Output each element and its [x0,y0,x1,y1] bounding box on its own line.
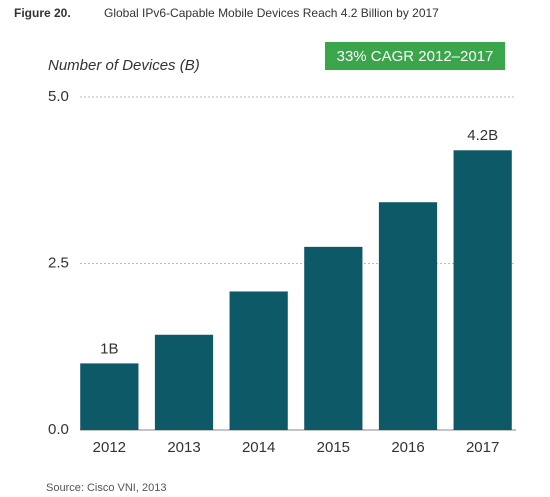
value-label: 4.2B [467,127,498,144]
x-tick-label: 2014 [242,439,275,456]
x-tick-label: 2013 [167,439,200,456]
figure-label: Figure 20. [14,6,71,20]
chart-title: Global IPv6-Capable Mobile Devices Reach… [104,6,439,20]
bar [229,291,288,430]
y-axis-label: Number of Devices (B) [48,57,200,74]
x-tick-label: 2016 [391,439,424,456]
x-tick-label: 2012 [93,439,126,456]
x-tick-label: 2017 [466,439,499,456]
annotation: 33% CAGR 2012–2017 [337,48,494,65]
y-tick-label: 5.0 [48,88,69,105]
x-tick-label: 2015 [317,439,350,456]
bar [154,334,214,430]
bar [453,150,512,430]
bar [80,363,139,430]
annotation-box [325,42,505,70]
source: Source: Cisco VNI, 2013 [46,482,166,494]
y-tick-label: 0.0 [48,421,69,438]
bar [304,246,363,430]
bar [378,202,438,430]
y-tick-label: 2.5 [48,254,69,271]
value-label: 1B [100,340,118,357]
